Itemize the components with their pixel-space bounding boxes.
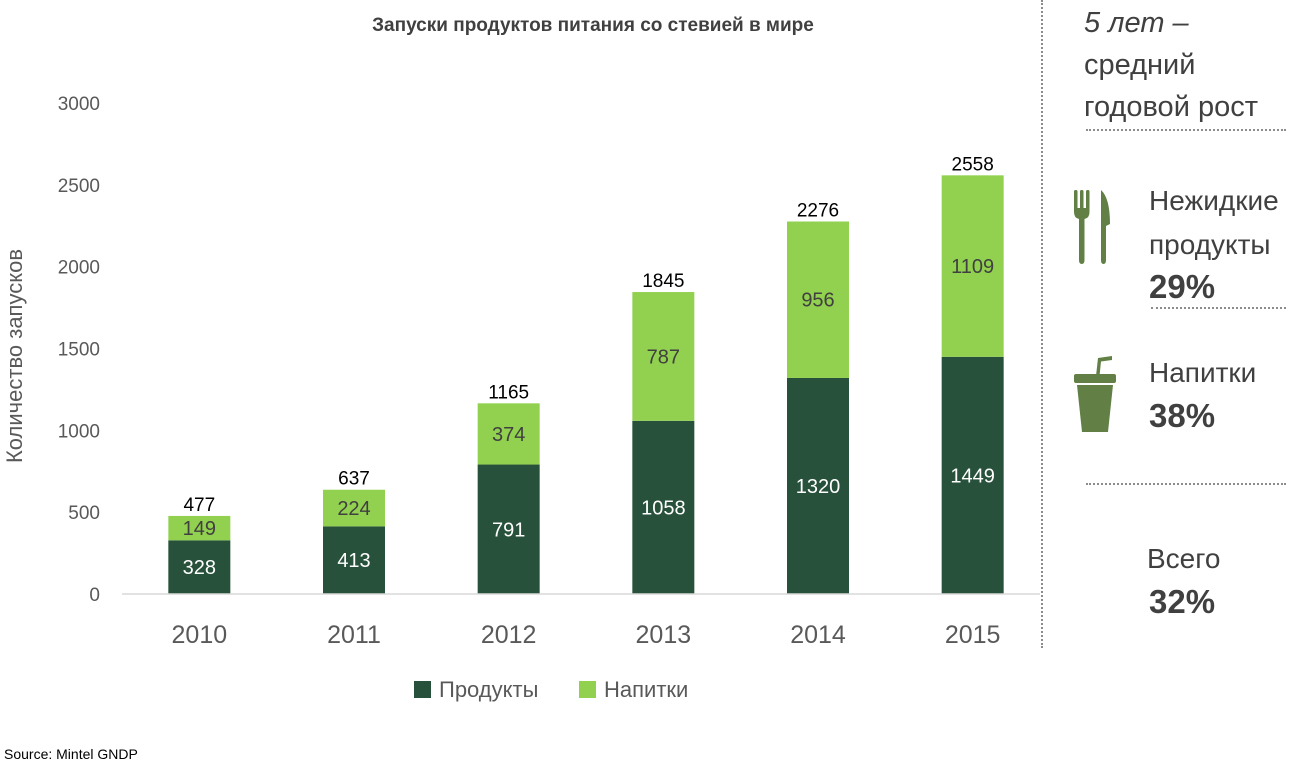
- y-tick-label: 2000: [58, 258, 100, 279]
- data-label: 149: [183, 518, 216, 540]
- data-label: 1109: [951, 256, 994, 278]
- total-label: 477: [183, 495, 215, 516]
- fork-knife-icon: [1074, 190, 1110, 264]
- bar-segment-drinks: [632, 292, 695, 421]
- chart-area: Запуски продуктов питания со стевией в м…: [2, 15, 1040, 702]
- divider: [1151, 307, 1286, 309]
- category-name-line: Всего: [1147, 543, 1221, 574]
- sidebar-heading-line: 5 лет –: [1084, 7, 1189, 39]
- data-label: 1449: [950, 465, 995, 487]
- data-label: 374: [492, 424, 525, 446]
- x-tick-label: 2013: [636, 621, 692, 649]
- x-tick-label: 2015: [945, 621, 1001, 649]
- data-label: 1320: [796, 476, 841, 498]
- category-percent: 38%: [1149, 397, 1216, 434]
- legend-label: Напитки: [604, 677, 688, 702]
- x-tick-label: 2014: [790, 621, 846, 649]
- source-note: Source: Mintel GNDP: [4, 746, 138, 762]
- x-tick-label: 2010: [172, 621, 228, 649]
- y-axis-ticks: 0 500 1000 1500 2000 2500 3000: [58, 94, 100, 606]
- bar-segment-products: [323, 526, 385, 594]
- bar-segment-drinks: [477, 403, 540, 465]
- bar-segment-drinks: [941, 175, 1004, 357]
- bar-segment-drinks: [787, 221, 849, 378]
- sidebar-heading-line: средний: [1084, 49, 1196, 81]
- category-percent: 32%: [1149, 583, 1216, 620]
- legend-swatch: [414, 681, 431, 698]
- bar-segment-products: [477, 464, 540, 594]
- legend-label: Продукты: [439, 677, 538, 702]
- data-label: 1058: [641, 497, 686, 519]
- total-label: 1845: [642, 271, 684, 292]
- category-name: Напитки: [1149, 351, 1256, 395]
- legend: Продукты Напитки: [414, 677, 688, 702]
- legend-swatch: [579, 681, 596, 698]
- y-tick-label: 3000: [58, 94, 100, 115]
- total-label: 2276: [797, 200, 839, 221]
- total-label: 2558: [952, 154, 994, 175]
- x-tick-label: 2011: [327, 621, 381, 649]
- category-name: Нежидкие продукты: [1149, 179, 1279, 267]
- category-name-line: Нежидкие: [1149, 185, 1279, 216]
- cup-straw-icon: [1074, 356, 1116, 432]
- bar-segment-products: [168, 540, 231, 594]
- category-name-line: продукты: [1149, 229, 1271, 260]
- y-tick-label: 500: [68, 503, 100, 524]
- category-percent: 29%: [1149, 268, 1216, 305]
- data-label: 413: [337, 550, 370, 572]
- y-tick-label: 1000: [58, 421, 100, 442]
- bar-segment-products: [632, 420, 695, 594]
- y-tick-label: 2500: [58, 176, 100, 197]
- chart-title: Запуски продуктов питания со стевией в м…: [372, 15, 814, 36]
- x-tick-label: 2012: [481, 621, 537, 649]
- x-axis-ticks: 2010 2011 2012 2013 2014 2015: [172, 621, 1001, 649]
- total-label: 1165: [488, 382, 529, 403]
- bar-segment-products: [941, 356, 1004, 594]
- divider: [1086, 129, 1286, 131]
- sidebar-heading: 5 лет – средний годовой рост: [1084, 2, 1314, 128]
- divider: [1086, 483, 1286, 485]
- bar-segment-drinks: [168, 515, 231, 541]
- bar-segment-drinks: [323, 489, 385, 527]
- data-label: 787: [647, 346, 680, 368]
- data-label: 328: [183, 557, 216, 579]
- y-tick-label: 0: [89, 585, 100, 606]
- y-axis-label: Количество запусков: [2, 249, 27, 463]
- category-name: Всего: [1147, 537, 1220, 581]
- category-name-line: Напитки: [1149, 357, 1257, 388]
- sidebar-heading-line: годовой рост: [1084, 91, 1258, 123]
- data-label: 791: [492, 519, 525, 541]
- data-label: 956: [801, 290, 834, 312]
- bar-segment-products: [787, 377, 849, 594]
- data-label: 224: [337, 498, 370, 520]
- total-label: 637: [338, 469, 370, 490]
- y-tick-label: 1500: [58, 340, 100, 361]
- vertical-separator: [1041, 0, 1043, 648]
